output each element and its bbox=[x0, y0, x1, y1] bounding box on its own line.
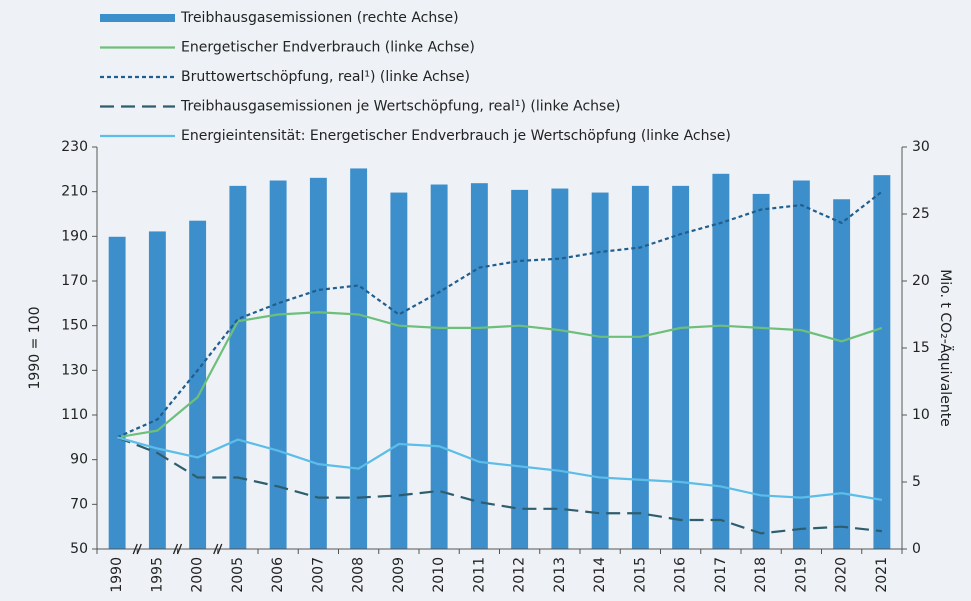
x-tick-label: 2015 bbox=[632, 557, 648, 593]
x-tick-label: 2007 bbox=[310, 557, 326, 593]
y-tick-label: 110 bbox=[61, 407, 88, 423]
bar bbox=[470, 183, 488, 549]
y2-tick-label: 10 bbox=[912, 407, 930, 423]
x-tick-label: 2019 bbox=[793, 557, 809, 593]
x-tick-label: 2008 bbox=[351, 557, 367, 593]
line bbox=[116, 436, 883, 501]
axis-break bbox=[176, 543, 183, 555]
y-tick-label: 50 bbox=[70, 541, 88, 557]
y2-tick-label: 20 bbox=[912, 273, 930, 289]
x-tick-label: 2020 bbox=[834, 557, 850, 593]
x-tick-label: 1995 bbox=[149, 557, 165, 593]
bar bbox=[390, 192, 408, 549]
bar bbox=[309, 177, 327, 549]
line bbox=[116, 190, 883, 439]
x-tick-label: 2016 bbox=[673, 557, 689, 593]
y-tick-label: 190 bbox=[61, 228, 88, 244]
x-tick-label: 2021 bbox=[874, 557, 890, 593]
x-tick-label: 2014 bbox=[592, 557, 608, 593]
x-tick-label: 2013 bbox=[552, 557, 568, 593]
x-tick-label: 2012 bbox=[512, 557, 528, 593]
x-tick-label: 2010 bbox=[431, 557, 447, 593]
x-tick-label: 2006 bbox=[270, 557, 286, 593]
bar bbox=[269, 180, 287, 549]
legend-label: Energetischer Endverbrauch (linke Achse) bbox=[181, 40, 475, 56]
bar bbox=[672, 185, 690, 550]
y-tick-label: 90 bbox=[70, 452, 88, 468]
bar bbox=[350, 168, 368, 549]
bar bbox=[712, 173, 730, 550]
x-tick-label: 2000 bbox=[190, 557, 206, 593]
bar bbox=[591, 192, 609, 549]
x-tick-label: 2011 bbox=[471, 557, 487, 593]
axis-break bbox=[213, 543, 219, 555]
y-tick-label: 210 bbox=[61, 184, 88, 200]
y2-tick-label: 30 bbox=[912, 139, 930, 155]
legend-swatch bbox=[100, 14, 175, 22]
y2-tick-label: 5 bbox=[912, 474, 921, 490]
bar bbox=[108, 236, 126, 549]
bar bbox=[148, 231, 166, 550]
y-tick-label: 150 bbox=[61, 318, 88, 334]
y2-axis-label: Mio. t CO₂-Äquivalente bbox=[937, 269, 955, 427]
legend-label: Energieintensität: Energetischer Endverb… bbox=[181, 128, 731, 144]
bar bbox=[189, 220, 207, 549]
legend-label: Treibhausgasemissionen je Wertschöpfung,… bbox=[180, 99, 620, 115]
y2-tick-label: 15 bbox=[912, 340, 930, 356]
legend-label: Treibhausgasemissionen (rechte Achse) bbox=[180, 10, 459, 26]
x-tick-label: 2009 bbox=[391, 557, 407, 593]
bar bbox=[551, 188, 569, 550]
bar bbox=[631, 185, 649, 550]
y-tick-label: 130 bbox=[61, 362, 88, 378]
x-tick-label: 2018 bbox=[753, 557, 769, 593]
line bbox=[116, 436, 882, 535]
x-tick-label: 1990 bbox=[109, 557, 125, 593]
y-tick-label: 170 bbox=[61, 273, 88, 289]
y-tick-label: 70 bbox=[70, 496, 88, 512]
axis-break bbox=[217, 543, 223, 555]
axis-break bbox=[172, 543, 179, 555]
axis-break bbox=[132, 543, 138, 555]
bar bbox=[792, 180, 810, 549]
bar bbox=[752, 193, 770, 549]
x-tick-label: 2017 bbox=[713, 557, 729, 593]
bar bbox=[430, 184, 448, 549]
line bbox=[116, 311, 883, 439]
axis-break bbox=[136, 543, 142, 555]
bar bbox=[229, 185, 247, 550]
bar bbox=[511, 189, 529, 549]
bar bbox=[873, 175, 891, 549]
y2-tick-label: 25 bbox=[912, 206, 930, 222]
x-tick-label: 2005 bbox=[230, 557, 246, 593]
y-axis-label: 1990 = 100 bbox=[27, 307, 43, 390]
legend-label: Bruttowertschöpfung, real¹) (linke Achse… bbox=[181, 69, 470, 85]
y2-tick-label: 0 bbox=[912, 541, 921, 557]
y-tick-label: 230 bbox=[61, 139, 88, 155]
bar bbox=[833, 199, 851, 549]
